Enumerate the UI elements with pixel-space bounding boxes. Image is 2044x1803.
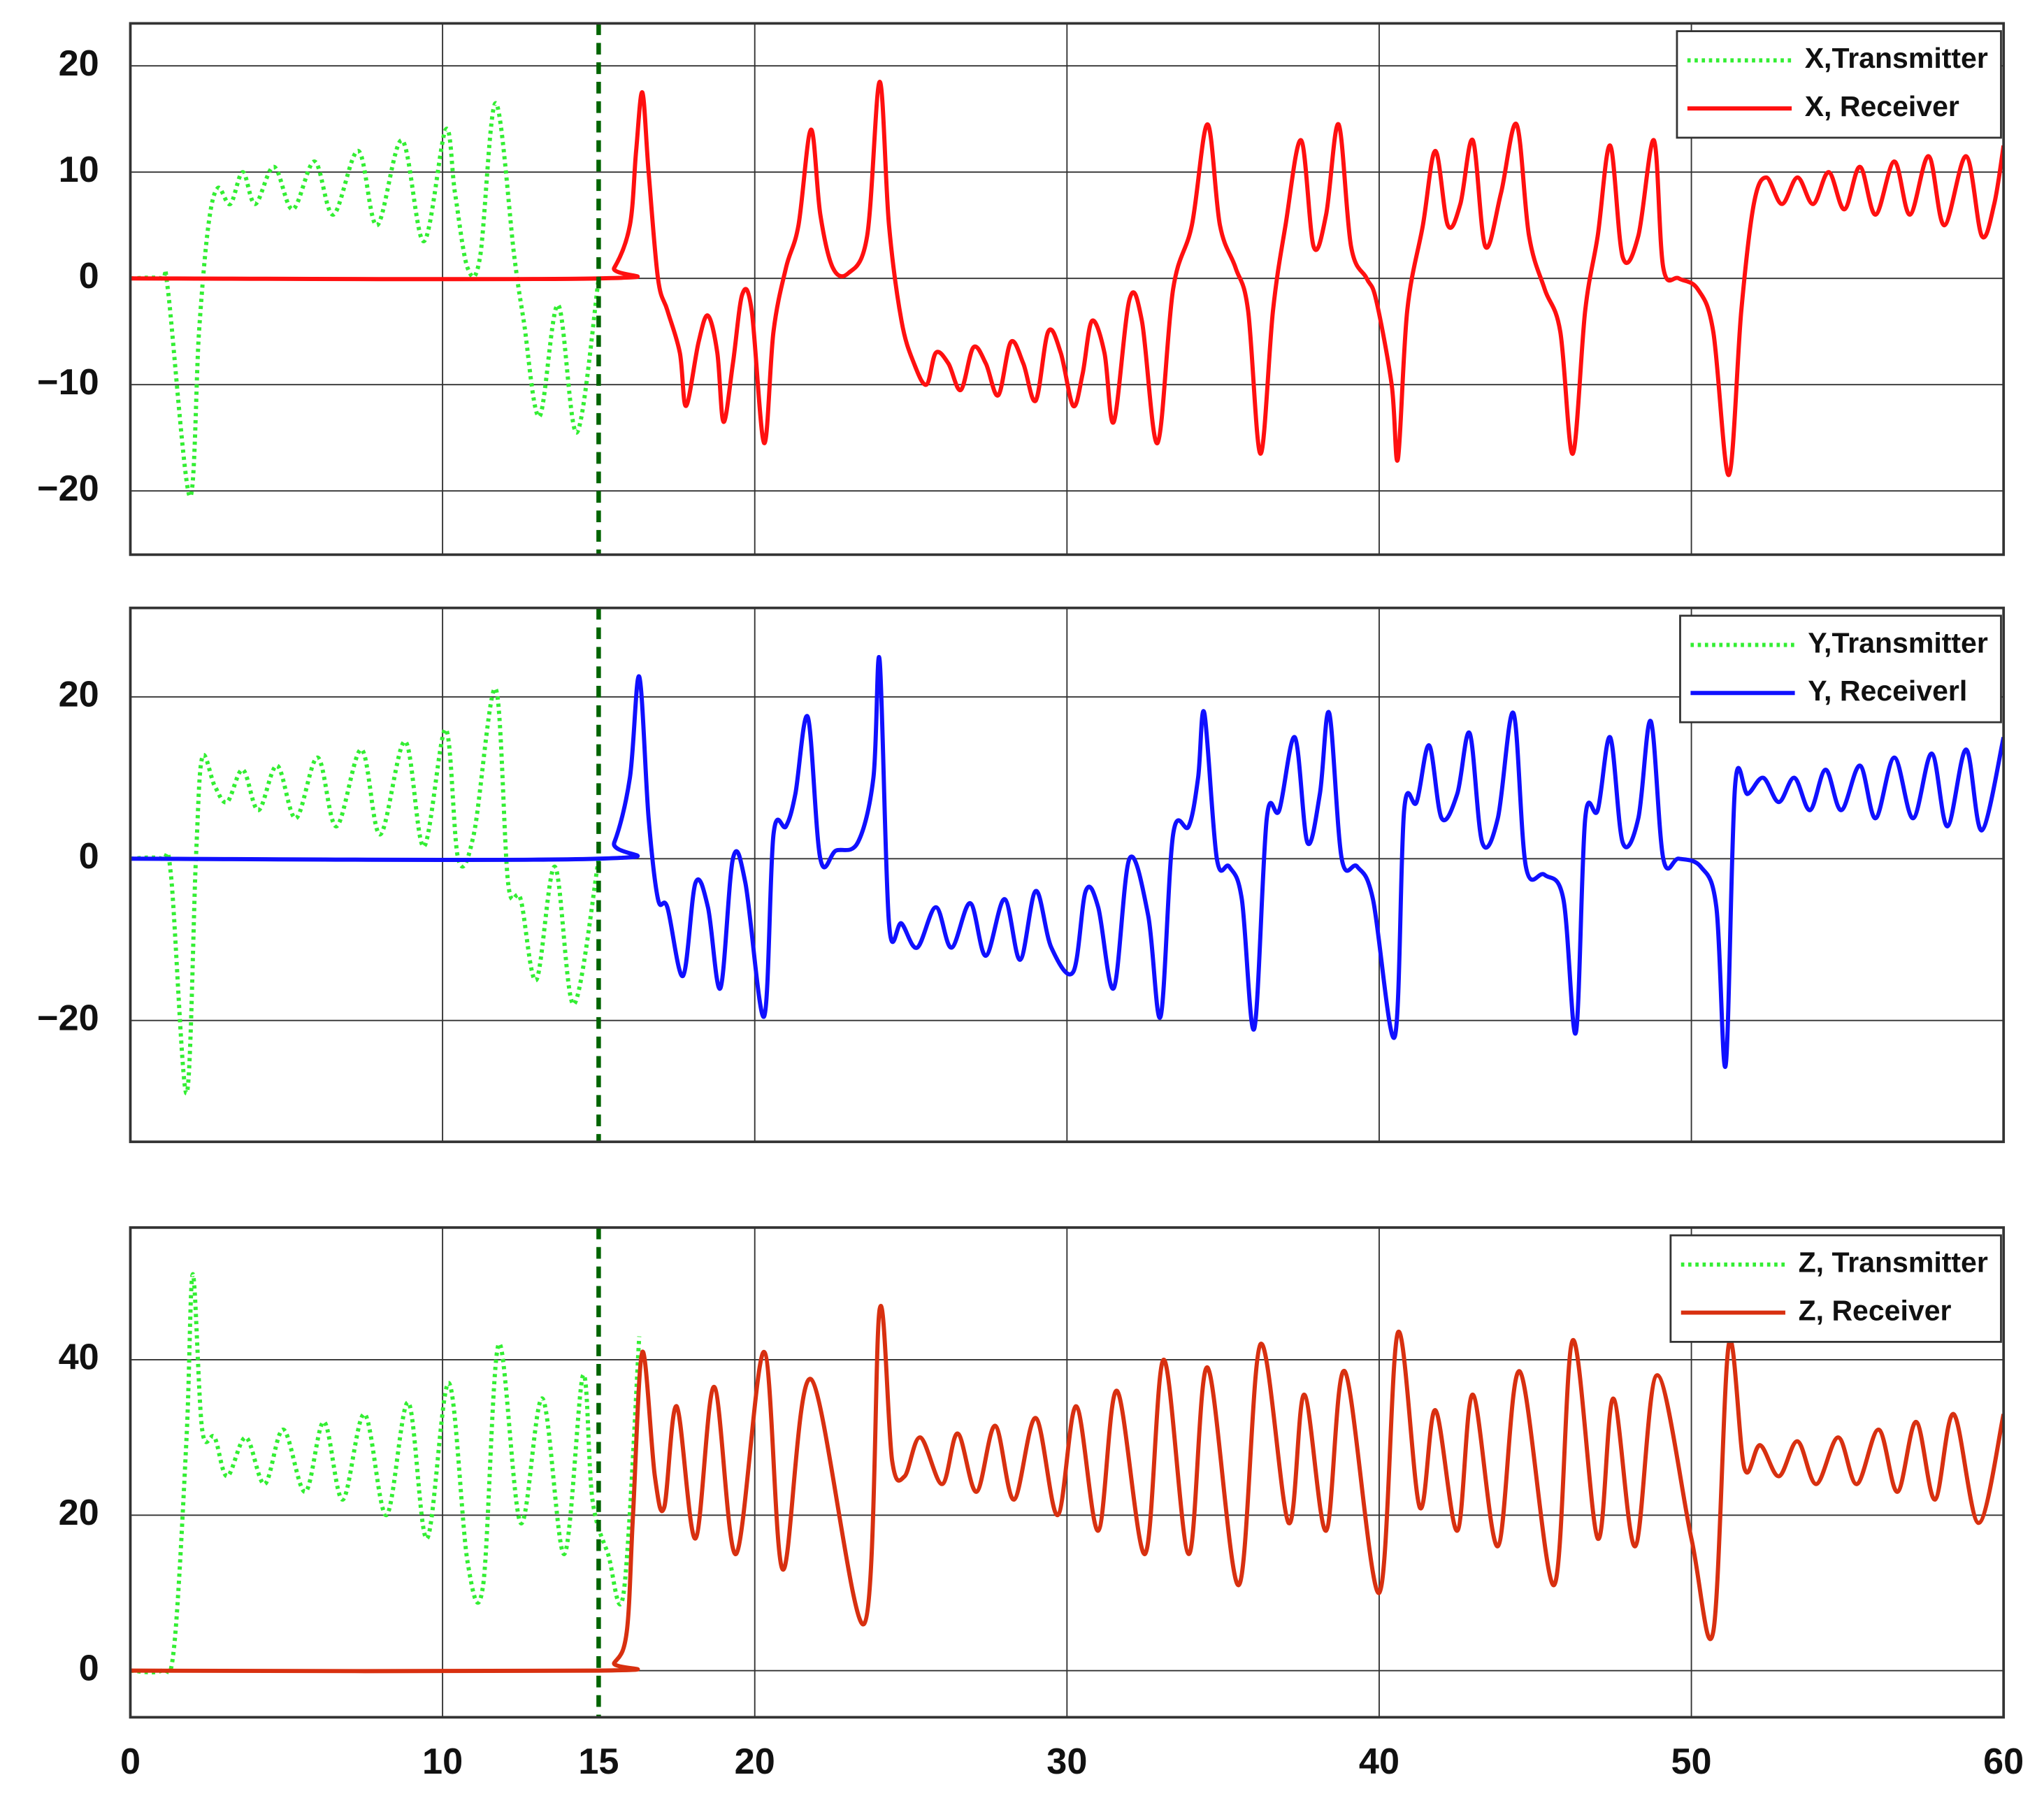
series-line <box>130 1272 642 1675</box>
series-line <box>130 655 2004 1070</box>
y-tick-label: 0 <box>79 1648 99 1688</box>
legend-label: Y,Transmitter <box>1808 626 1988 659</box>
x-tick-label: 60 <box>1983 1741 2024 1782</box>
legend-label: X,Transmitter <box>1805 42 1988 74</box>
x-tick-label: 0 <box>120 1741 141 1782</box>
x-tick-label: 40 <box>1359 1741 1399 1782</box>
x-tick-label: 50 <box>1671 1741 1712 1782</box>
y-tick-label: −20 <box>37 468 99 509</box>
legend-box <box>1676 30 2002 139</box>
legend-label: Z, Receiver <box>1799 1294 1952 1326</box>
axes-box <box>129 606 2006 1144</box>
legend: Z, Transmitter Z, Receiver <box>1669 1234 2002 1343</box>
y-tick-label: 20 <box>59 43 99 84</box>
axes-box <box>129 22 2006 556</box>
series-line <box>130 80 2004 477</box>
legend: X,Transmitter X, Receiver <box>1676 30 2002 139</box>
y-tick-label: 10 <box>59 150 99 190</box>
plot-area <box>130 80 2004 498</box>
legend: Y,Transmitter Y, Receiverl <box>1679 615 2002 724</box>
series-line <box>130 1304 2004 1674</box>
y-tick-label: 40 <box>59 1337 99 1378</box>
series-line <box>130 101 601 498</box>
plot-area <box>130 655 2004 1096</box>
x-tick-label: 30 <box>1046 1741 1087 1782</box>
x-tick-label: 20 <box>735 1741 775 1782</box>
legend-box <box>1669 1234 2002 1343</box>
y-tick-label: −20 <box>37 998 99 1039</box>
x-tick-label: 10 <box>422 1741 463 1782</box>
legend-label: Y, Receiverl <box>1808 675 1967 707</box>
y-tick-label: 0 <box>79 256 99 296</box>
legend-label: X, Receiver <box>1805 90 1959 122</box>
y-tick-label: 20 <box>59 1493 99 1533</box>
y-tick-label: 20 <box>59 675 99 715</box>
legend-box <box>1679 615 2002 724</box>
y-tick-label: 0 <box>79 836 99 877</box>
series-line <box>130 687 601 1096</box>
y-tick-label: −10 <box>37 362 99 403</box>
plot-area <box>130 1272 2004 1675</box>
switch-label: 15 <box>578 1741 619 1782</box>
legend-label: Z, Transmitter <box>1799 1247 1988 1279</box>
axes-box <box>129 1226 2006 1719</box>
